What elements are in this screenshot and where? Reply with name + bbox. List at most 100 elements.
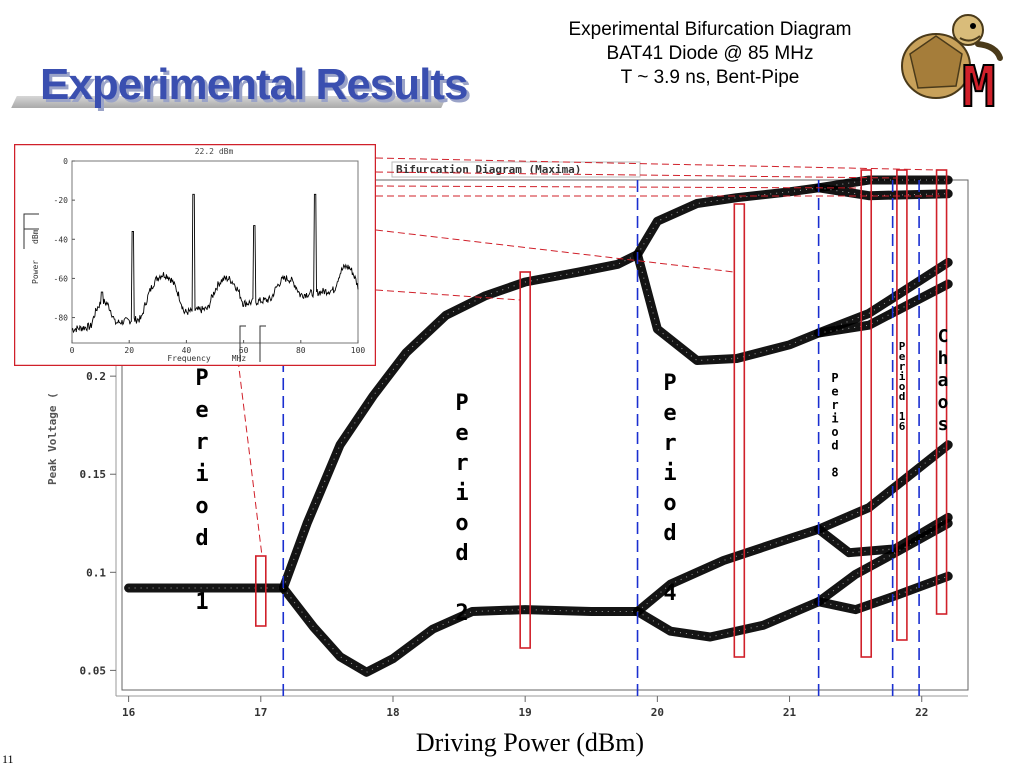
region-label-letter: P (663, 371, 676, 396)
inset-y-tick-label: -20 (54, 196, 69, 205)
branch-texture (818, 575, 949, 611)
region-label-letter: i (455, 481, 468, 506)
sample-window (519, 271, 531, 649)
inset-bracket (239, 325, 246, 362)
region-label-letter: P (831, 371, 838, 385)
region-label-letter: P (455, 391, 468, 416)
inset-y-tick-label: -60 (54, 274, 69, 283)
connector-line (375, 229, 735, 273)
branch-p8-g (814, 518, 953, 607)
branch-texture (637, 187, 819, 255)
region-label-letter: o (899, 380, 906, 393)
inset-y-tick-label: -40 (54, 235, 69, 244)
spectrum-inset: 22.2 dBm 0 20 40 60 80 100 0 -20 -40 -60 -80 Frequen… (14, 144, 376, 366)
chart-title-box (391, 161, 641, 178)
region-label-letter: i (899, 370, 906, 383)
region-label-letter: o (455, 511, 468, 536)
inset-y-label: Power (31, 260, 40, 284)
caption-line-3: T ~ 3.9 ns, Bent-Pipe (620, 67, 800, 88)
region-label-letter: 1 (899, 410, 906, 423)
x-tick-label: 18 (386, 706, 399, 719)
region-label-letter: o (663, 491, 676, 516)
spectrum-trace (71, 193, 359, 334)
x-tick-label: 16 (122, 706, 136, 719)
y-tick-label: 0.05 (80, 664, 107, 677)
connector-line (375, 171, 897, 179)
region-label-letter: r (899, 360, 906, 373)
branch-texture (282, 587, 638, 673)
sample-window (860, 169, 873, 658)
region-label-letter: e (195, 398, 208, 423)
region-label-letter: r (455, 451, 468, 476)
region-label-letter: r (195, 430, 208, 455)
inset-y-unit: dBm (31, 229, 40, 244)
region-label-letter: e (663, 401, 676, 426)
y-tick-label: 0.15 (80, 468, 107, 481)
x-tick-label: 20 (651, 706, 664, 719)
region-label-letter: e (899, 350, 906, 363)
region-label-letter: e (831, 385, 838, 399)
region-label-letter: d (831, 439, 838, 453)
terrapin-mascot-icon: M (901, 14, 1003, 110)
x-tick-label: 19 (519, 706, 532, 719)
chart-caption: Experimental Bifurcation Diagram BAT41 D… (500, 18, 920, 90)
branch-texture (818, 444, 949, 530)
inset-x-unit: MHz (232, 354, 247, 363)
branch-p8-b (814, 183, 953, 201)
page-number: 11 (2, 752, 14, 766)
slide-title: Experimental Results (40, 60, 468, 109)
branch-p8-a (814, 175, 953, 193)
inset-x-tick-label: 0 (70, 346, 75, 355)
region-label-letter: C (938, 326, 949, 347)
region-label-letter: o (938, 392, 949, 413)
x-tick-label: 21 (783, 706, 797, 719)
inset-x-label: Frequency (167, 354, 211, 363)
x-axis-caption: Driving Power (dBm) (415, 728, 645, 757)
region-label-letter: e (455, 421, 468, 446)
region-label-letter: h (938, 348, 949, 369)
region-label-letter: a (938, 370, 949, 391)
sample-window (896, 169, 908, 641)
region-label-letter: i (831, 412, 838, 426)
region-label-letter: i (663, 461, 676, 486)
connector-line (375, 289, 521, 301)
region-label-letter: i (195, 462, 208, 487)
branch-p2-upper (278, 250, 642, 593)
region-label-letter: d (455, 541, 468, 566)
inset-x-tick-label: 20 (124, 346, 134, 355)
x-tick-label: 22 (915, 706, 928, 719)
plot-area (121, 179, 969, 691)
region-label-letter: o (831, 425, 838, 439)
branch-p4-b (633, 250, 824, 365)
region-label-letter: d (899, 390, 906, 403)
y-tick-label: 0.2 (86, 370, 106, 383)
region-label-letter: 4 (663, 581, 676, 606)
inset-x-tick-label: 40 (182, 346, 192, 355)
region-label-letter: 6 (899, 420, 906, 433)
inset-x-tick-label: 100 (351, 346, 366, 355)
region-label-letter: s (938, 414, 949, 435)
sample-window (733, 203, 746, 658)
caption-line-2: BAT41 Diode @ 85 MHz (606, 43, 814, 64)
branch-p8-d (814, 279, 953, 338)
branch-p4-c (633, 524, 824, 616)
inset-y-tick-label: 0 (63, 157, 68, 166)
region-label-letter: 2 (455, 601, 468, 626)
inset-x-tick-label: 60 (239, 346, 249, 355)
inset-bracket (259, 325, 266, 362)
connector-line (375, 185, 863, 189)
region-label-letter: o (195, 494, 208, 519)
region-label-letter: r (831, 398, 838, 412)
region-label-letter: P (899, 340, 906, 353)
logo-letter: M (962, 55, 996, 110)
y-axis-label: Peak Voltage ( (46, 392, 59, 485)
region-label-letter: r (663, 431, 676, 456)
branch-texture (637, 601, 819, 638)
region-label-letter: 8 (831, 466, 838, 480)
inset-title: 22.2 dBm (195, 147, 234, 156)
y-tick-label: 0.1 (86, 566, 106, 579)
x-tick-label: 17 (254, 706, 267, 719)
sample-window (935, 169, 948, 615)
